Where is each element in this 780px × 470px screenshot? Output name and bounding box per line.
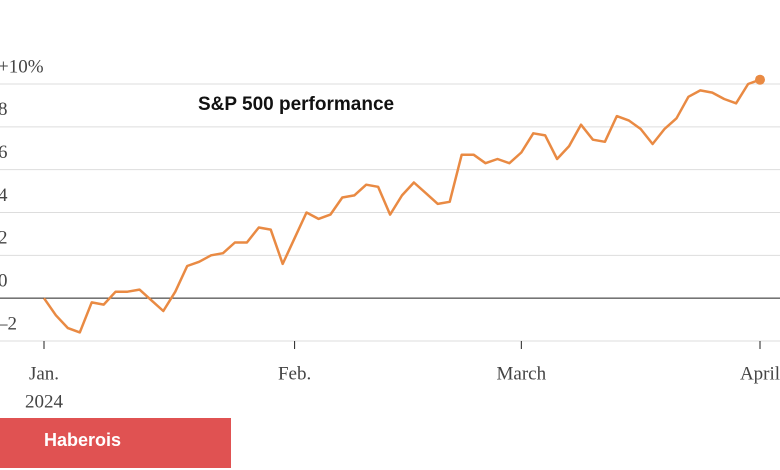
x-tick-label: Feb. [278,363,311,384]
end-dot [755,74,765,85]
y-tick-label: –2 [0,313,17,334]
y-tick-label: 8 [0,99,8,120]
x-tick-sublabel: 2024 [25,391,64,412]
y-tick-label: 4 [0,185,8,206]
y-tick-label: 6 [0,142,8,163]
x-tick-label: Jan. [29,363,59,384]
badge-box [0,418,231,468]
y-tick-label: +10% [0,56,44,77]
x-tick-label: March [497,363,547,384]
x-tick-label: April [740,363,780,384]
y-tick-label: 2 [0,228,8,249]
series-line [42,78,761,334]
y-tick-label: 0 [0,271,8,292]
badge-label[interactable]: Haberois [44,430,121,450]
chart-title: S&P 500 performance [198,94,394,115]
